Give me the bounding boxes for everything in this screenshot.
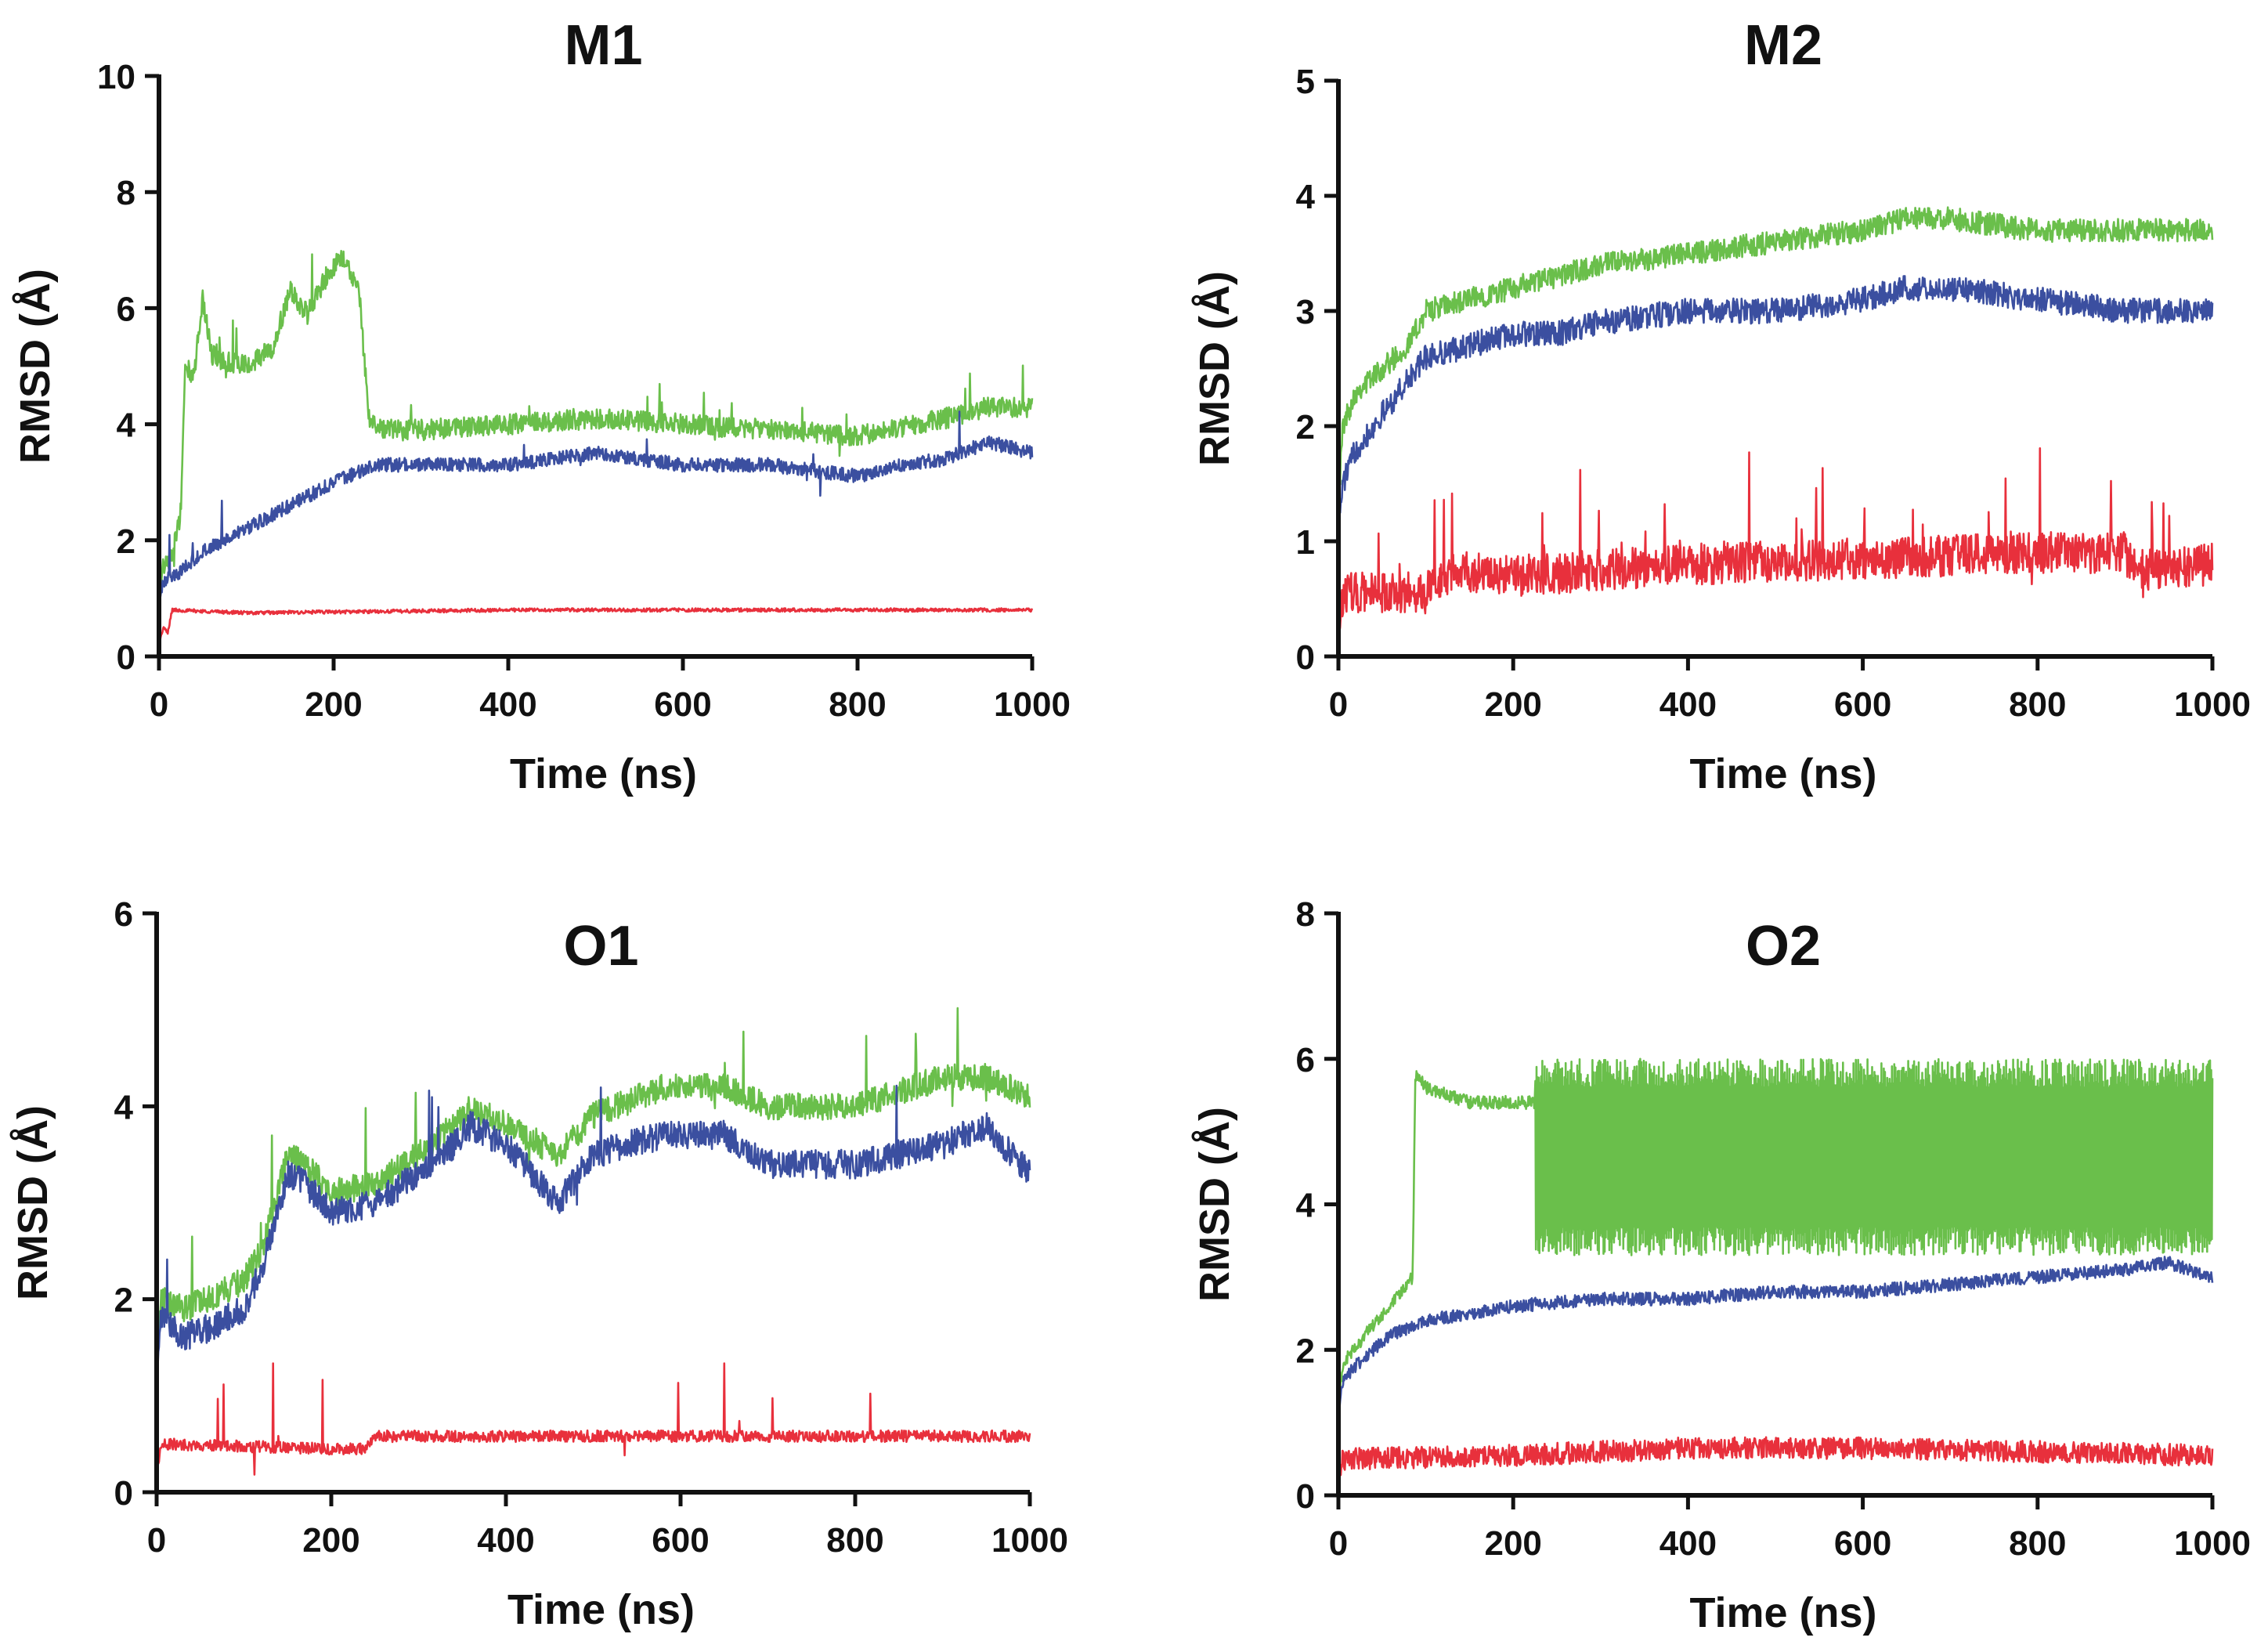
x-tick-label: 800 <box>2009 1524 2066 1563</box>
x-tick-label: 200 <box>305 685 362 724</box>
series-line-red <box>1337 447 2214 652</box>
y-tick-label: 6 <box>1296 1041 1315 1079</box>
series-line-red <box>158 607 1034 645</box>
x-tick-label: 800 <box>826 1521 883 1560</box>
y-tick-label: 8 <box>1296 895 1315 934</box>
x-tick-label: 400 <box>1659 1524 1717 1563</box>
x-tick-label: 0 <box>150 685 168 724</box>
series-line-blue <box>1337 1256 2214 1412</box>
series-line-green <box>1337 206 2214 518</box>
x-tick-label: 400 <box>479 685 536 724</box>
series-line-blue <box>1337 275 2214 542</box>
x-tick-label: 600 <box>654 685 711 724</box>
y-tick-label: 4 <box>117 407 136 445</box>
y-tick-label: 2 <box>1296 408 1315 446</box>
y-axis-label: RMSD (Å) <box>1191 1107 1238 1302</box>
x-axis-label: Time (ns) <box>510 750 697 797</box>
series-line-red <box>1337 1436 2214 1487</box>
y-tick-label: 2 <box>117 522 135 561</box>
x-tick-label: 600 <box>1834 685 1891 724</box>
y-tick-label: 4 <box>1296 178 1316 216</box>
x-axis-label: Time (ns) <box>507 1586 695 1633</box>
series-line-blue <box>157 410 1034 602</box>
y-tick-label: 8 <box>117 174 135 212</box>
y-tick-label: 1 <box>1296 523 1315 562</box>
x-tick-label: 1000 <box>994 685 1071 724</box>
chart-panel-m1: 0 2 4 6 8 10 0 200 400 600 800 1000 Time (ns) RMSD (Å… <box>12 14 1071 797</box>
y-tick-label: 0 <box>117 638 135 677</box>
x-tick-label: 600 <box>652 1521 709 1560</box>
x-tick-label: 1000 <box>2174 685 2251 724</box>
y-tick-label: 5 <box>1296 63 1315 101</box>
x-tick-label: 800 <box>2009 685 2066 724</box>
y-tick-label: 0 <box>114 1474 133 1513</box>
y-tick-label: 0 <box>1296 1477 1315 1516</box>
series-line-green <box>157 250 1034 585</box>
series-line-green <box>155 1007 1031 1360</box>
y-tick-label: 6 <box>117 290 135 328</box>
x-tick-label: 400 <box>1659 685 1717 724</box>
y-tick-label: 0 <box>1296 638 1315 677</box>
x-tick-label: 1000 <box>991 1521 1068 1560</box>
y-tick-label: 4 <box>114 1088 134 1126</box>
x-axis-label: Time (ns) <box>1689 1589 1876 1636</box>
y-tick-label: 2 <box>1296 1332 1315 1370</box>
chart-title: O1 <box>563 915 638 978</box>
chart-title: M2 <box>1744 14 1822 77</box>
chart-panel-o2: 0 2 4 6 8 0 200 400 600 800 1000 Time (ns) RMSD (Å) O… <box>1191 895 2251 1636</box>
x-tick-label: 0 <box>1329 1524 1348 1563</box>
y-tick-label: 2 <box>114 1281 133 1320</box>
y-tick-label: 6 <box>114 895 133 934</box>
y-tick-label: 4 <box>1296 1187 1316 1225</box>
x-tick-label: 1000 <box>2174 1524 2251 1563</box>
x-tick-label: 0 <box>1329 685 1348 724</box>
chart-panel-o1: 0 2 4 6 0 200 400 600 800 1000 Time (ns) RMSD (Å) O1 <box>9 895 1068 1633</box>
x-tick-label: 200 <box>1484 1524 1541 1563</box>
x-tick-label: 200 <box>302 1521 359 1560</box>
x-tick-label: 200 <box>1484 685 1541 724</box>
chart-title: O2 <box>1746 915 1821 978</box>
y-axis-label: RMSD (Å) <box>12 269 59 464</box>
series-line-blue <box>155 1084 1031 1369</box>
x-tick-label: 800 <box>829 685 886 724</box>
x-tick-label: 600 <box>1834 1524 1891 1563</box>
series-line-green <box>1338 1057 2214 1398</box>
x-tick-label: 0 <box>147 1521 166 1560</box>
x-axis-label: Time (ns) <box>1689 750 1876 797</box>
y-tick-label: 10 <box>97 58 135 96</box>
y-tick-label: 3 <box>1296 293 1315 331</box>
y-axis-label: RMSD (Å) <box>1191 271 1238 466</box>
series-line-red <box>155 1362 1031 1476</box>
y-axis-label: RMSD (Å) <box>9 1105 56 1300</box>
x-tick-label: 400 <box>477 1521 534 1560</box>
chart-panel-m2: 0 1 2 3 4 5 0 200 400 600 800 1000 Time (ns) RMSD (Å)… <box>1191 14 2251 797</box>
chart-title: M1 <box>564 14 642 77</box>
